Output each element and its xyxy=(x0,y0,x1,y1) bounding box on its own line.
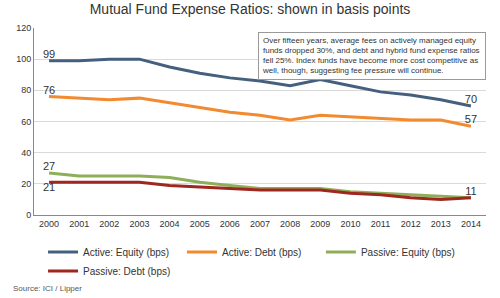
svg-text:76: 76 xyxy=(43,84,55,96)
svg-text:2005: 2005 xyxy=(190,219,210,229)
svg-text:70: 70 xyxy=(465,93,477,105)
svg-text:2011: 2011 xyxy=(371,219,390,229)
svg-text:Mutual Fund Expense Ratios: sh: Mutual Fund Expense Ratios: shown in bas… xyxy=(90,1,411,17)
svg-text:2008: 2008 xyxy=(280,219,300,229)
svg-text:Active: Debt (bps): Active: Debt (bps) xyxy=(222,247,301,258)
svg-text:2007: 2007 xyxy=(250,219,270,229)
svg-text:99: 99 xyxy=(43,48,55,60)
svg-text:Passive: Equity (bps): Passive: Equity (bps) xyxy=(361,247,455,258)
svg-text:2004: 2004 xyxy=(160,219,180,229)
svg-text:Passive: Debt (bps): Passive: Debt (bps) xyxy=(83,266,170,277)
svg-text:2012: 2012 xyxy=(401,219,421,229)
html-text:Over fifteen years, average fe: Over fifteen years, average fees on acti… xyxy=(263,36,480,75)
svg-text:2002: 2002 xyxy=(99,219,119,229)
svg-text:2000: 2000 xyxy=(39,219,59,229)
svg-text:2013: 2013 xyxy=(431,219,451,229)
svg-text:2014: 2014 xyxy=(461,219,481,229)
svg-text:0: 0 xyxy=(26,210,31,220)
svg-text:2003: 2003 xyxy=(129,219,149,229)
svg-text:40: 40 xyxy=(21,148,31,158)
svg-text:2006: 2006 xyxy=(220,219,240,229)
svg-text:57: 57 xyxy=(465,113,477,125)
svg-text:11: 11 xyxy=(465,185,476,197)
svg-text:21: 21 xyxy=(43,181,55,193)
svg-text:20: 20 xyxy=(21,179,31,189)
svg-text:2009: 2009 xyxy=(310,219,330,229)
svg-text:Active: Equity (bps): Active: Equity (bps) xyxy=(83,247,169,258)
svg-text:Source: ICI / Lipper: Source: ICI / Lipper xyxy=(13,284,82,293)
svg-text:120: 120 xyxy=(16,23,31,33)
svg-text:2010: 2010 xyxy=(340,219,360,229)
svg-text:27: 27 xyxy=(43,160,55,172)
svg-text:2001: 2001 xyxy=(69,219,89,229)
svg-text:100: 100 xyxy=(16,54,31,64)
svg-text:60: 60 xyxy=(21,117,31,127)
svg-text:80: 80 xyxy=(21,85,31,95)
